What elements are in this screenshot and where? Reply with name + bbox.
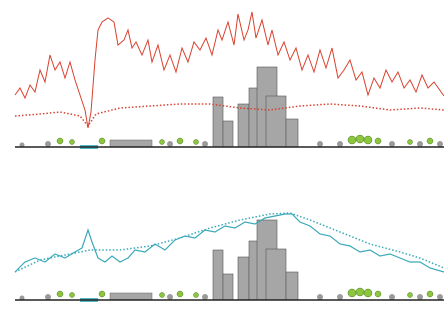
diagram [0, 0, 444, 310]
red-solid-line [15, 12, 444, 128]
page: (() => { const data = JSON.parse(documen… [0, 0, 444, 310]
teal-dotted-line [15, 213, 444, 272]
city-skyline-bottom [15, 220, 444, 302]
